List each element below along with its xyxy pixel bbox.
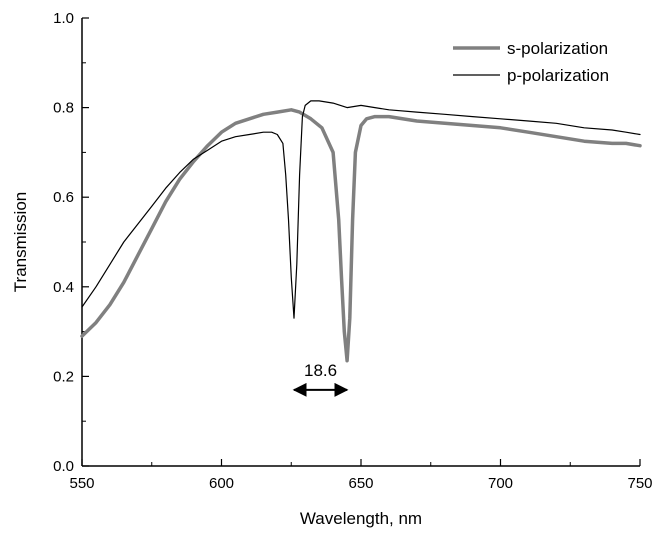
- x-tick-label: 750: [627, 475, 652, 492]
- annotation-label: 18.6: [304, 361, 337, 380]
- y-tick-label: 0.2: [53, 368, 74, 385]
- x-tick-label: 600: [209, 475, 234, 492]
- y-tick-label: 1.0: [53, 10, 74, 27]
- y-axis-label: Transmission: [11, 192, 30, 292]
- series: [80, 100, 642, 363]
- series-line-s-polarization: [80, 108, 642, 363]
- y-tick-label: 0.8: [53, 100, 74, 117]
- annotations: 18.6: [292, 361, 349, 397]
- y-tick-label: 0.4: [53, 279, 74, 296]
- series-line-p-polarization: [81, 100, 641, 319]
- x-axis-label: Wavelength, nm: [300, 509, 422, 528]
- legend-label: p-polarization: [507, 66, 609, 85]
- y-tick-label: 0.0: [53, 458, 74, 475]
- axes: [81, 18, 640, 467]
- x-tick-label: 650: [348, 475, 373, 492]
- legend-label: s-polarization: [507, 39, 608, 58]
- ticks: 550 600 650 700 750 0.0 0.2 0.4 0.6 0.8 1.0: [53, 10, 652, 492]
- x-tick-label: 700: [488, 475, 513, 492]
- legend: s-polarization p-polarization: [453, 39, 609, 85]
- x-tick-label: 550: [69, 475, 94, 492]
- y-tick-label: 0.6: [53, 189, 74, 206]
